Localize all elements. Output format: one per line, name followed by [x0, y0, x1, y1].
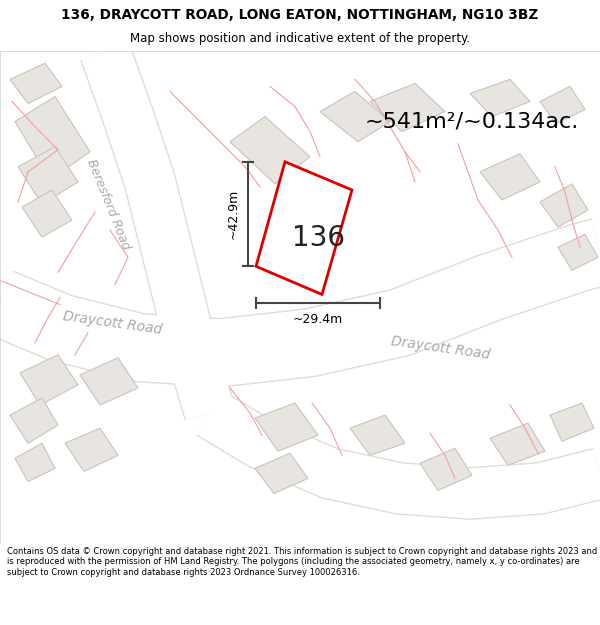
Polygon shape: [65, 428, 118, 471]
Polygon shape: [350, 415, 405, 455]
Polygon shape: [22, 190, 72, 238]
Polygon shape: [490, 423, 545, 466]
Text: ~29.4m: ~29.4m: [293, 312, 343, 326]
Text: ~541m²/~0.134ac.: ~541m²/~0.134ac.: [365, 112, 579, 132]
Text: Contains OS data © Crown copyright and database right 2021. This information is : Contains OS data © Crown copyright and d…: [7, 547, 598, 577]
Polygon shape: [320, 91, 390, 142]
Polygon shape: [470, 79, 530, 117]
Polygon shape: [10, 63, 62, 104]
Text: ~42.9m: ~42.9m: [227, 189, 240, 239]
Polygon shape: [10, 398, 58, 443]
Polygon shape: [256, 162, 352, 294]
Text: 136, DRAYCOTT ROAD, LONG EATON, NOTTINGHAM, NG10 3BZ: 136, DRAYCOTT ROAD, LONG EATON, NOTTINGH…: [61, 8, 539, 22]
Polygon shape: [80, 357, 138, 405]
Text: 136: 136: [292, 224, 345, 253]
Polygon shape: [370, 83, 445, 132]
Polygon shape: [255, 453, 308, 494]
Text: Draycott Road: Draycott Road: [389, 334, 490, 362]
Polygon shape: [20, 355, 78, 405]
Polygon shape: [540, 86, 585, 124]
Polygon shape: [230, 117, 310, 184]
Polygon shape: [15, 96, 90, 180]
Polygon shape: [18, 147, 78, 204]
Text: Beresford Road: Beresford Road: [84, 157, 132, 251]
Polygon shape: [550, 403, 594, 441]
Text: Map shows position and indicative extent of the property.: Map shows position and indicative extent…: [130, 32, 470, 45]
Polygon shape: [558, 234, 598, 271]
Polygon shape: [15, 443, 55, 481]
Polygon shape: [420, 448, 472, 491]
Text: Draycott Road: Draycott Road: [62, 309, 163, 336]
Polygon shape: [540, 184, 588, 227]
Polygon shape: [480, 154, 540, 200]
Polygon shape: [255, 403, 318, 451]
